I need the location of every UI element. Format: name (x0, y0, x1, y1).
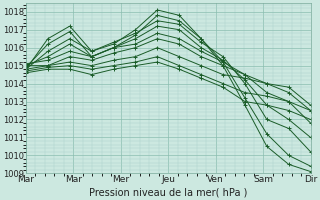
X-axis label: Pression niveau de la mer( hPa ): Pression niveau de la mer( hPa ) (89, 187, 247, 197)
